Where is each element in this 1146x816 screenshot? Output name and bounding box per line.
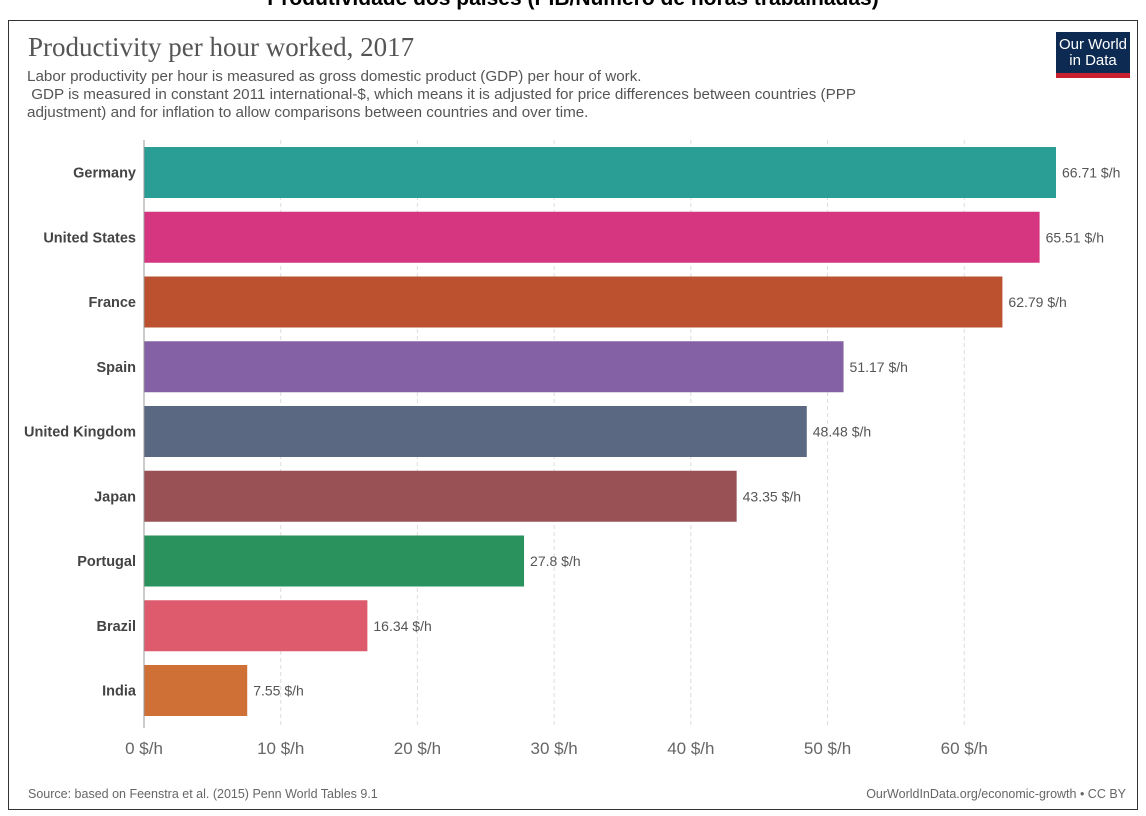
credit-link[interactable]: OurWorldInData.org/economic-growth • CC …: [866, 787, 1126, 801]
category-label: Japan: [94, 489, 136, 505]
value-label: 43.35 $/h: [743, 488, 801, 504]
logo-line-2: in Data: [1069, 52, 1117, 69]
bar: [144, 470, 737, 522]
chart-subtitle-line: adjustment) and for inflation to allow c…: [27, 104, 589, 121]
bar: [144, 600, 368, 652]
value-label: 7.55 $/h: [253, 683, 304, 699]
category-label: United States: [43, 230, 136, 246]
x-tick-label: 30 $/h: [531, 739, 578, 758]
chart-subtitle-line: Labor productivity per hour is measured …: [27, 68, 642, 85]
x-tick-label: 10 $/h: [257, 739, 304, 758]
bar: [144, 406, 807, 457]
source-note: Source: based on Feenstra et al. (2015) …: [28, 787, 378, 801]
category-label: Brazil: [97, 619, 137, 635]
x-tick-label: 40 $/h: [667, 739, 714, 758]
value-label: 27.8 $/h: [530, 553, 581, 569]
value-label: 16.34 $/h: [373, 618, 431, 634]
bar: [144, 147, 1056, 198]
page-heading: Produtividade dos países (PIB/Número de …: [0, 0, 1146, 11]
chart-frame: [8, 20, 1138, 810]
chart-title: Productivity per hour worked, 2017: [28, 32, 415, 62]
bar: [144, 276, 1003, 328]
logo-line-1: Our World: [1058, 36, 1128, 53]
x-tick-label: 50 $/h: [804, 739, 851, 758]
category-label: Germany: [73, 166, 136, 182]
x-tick-label: 20 $/h: [394, 739, 441, 758]
value-label: 66.71 $/h: [1062, 165, 1120, 181]
value-label: 62.79 $/h: [1008, 294, 1066, 310]
chart-subtitle-line: GDP is measured in constant 2011 interna…: [27, 86, 857, 103]
chart-subtitle: Labor productivity per hour is measured …: [27, 68, 1027, 122]
category-label: France: [88, 295, 136, 311]
bar: [144, 341, 844, 393]
category-label: India: [102, 684, 137, 700]
value-label: 51.17 $/h: [850, 359, 908, 375]
x-tick-label: 0 $/h: [125, 739, 163, 758]
bar: [144, 535, 525, 587]
bar: [144, 665, 248, 716]
value-label: 48.48 $/h: [813, 424, 871, 440]
category-label: Spain: [97, 360, 136, 376]
bar: [144, 211, 1040, 263]
owid-logo[interactable]: Our World in Data: [1056, 32, 1130, 78]
x-tick-label: 60 $/h: [941, 739, 988, 758]
value-label: 65.51 $/h: [1046, 229, 1104, 245]
category-label: Portugal: [77, 554, 136, 570]
category-label: United Kingdom: [24, 425, 136, 441]
